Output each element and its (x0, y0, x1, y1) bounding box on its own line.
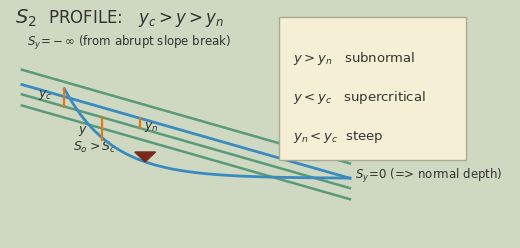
Text: $y < y_c$   supercritical: $y < y_c$ supercritical (293, 90, 426, 106)
Text: $y$: $y$ (79, 124, 88, 138)
Text: $y_n$: $y_n$ (145, 120, 159, 134)
Text: $S_y\!=\!0$ (=> normal depth): $S_y\!=\!0$ (=> normal depth) (355, 167, 502, 185)
Text: $y_c$: $y_c$ (38, 88, 53, 102)
Text: $S_o > S_c$: $S_o > S_c$ (73, 140, 117, 155)
Text: $y > y_n$   subnormal: $y > y_n$ subnormal (293, 50, 415, 67)
Text: $S_2$: $S_2$ (15, 8, 36, 30)
Polygon shape (135, 152, 155, 162)
Text: PROFILE:   $y_c > y > y_n$: PROFILE: $y_c > y > y_n$ (48, 8, 224, 29)
Text: $y_n < y_c$  steep: $y_n < y_c$ steep (293, 129, 384, 145)
Text: $S_y\!=\! -\infty$ (from abrupt slope break): $S_y\!=\! -\infty$ (from abrupt slope br… (27, 34, 231, 53)
FancyBboxPatch shape (279, 17, 465, 160)
